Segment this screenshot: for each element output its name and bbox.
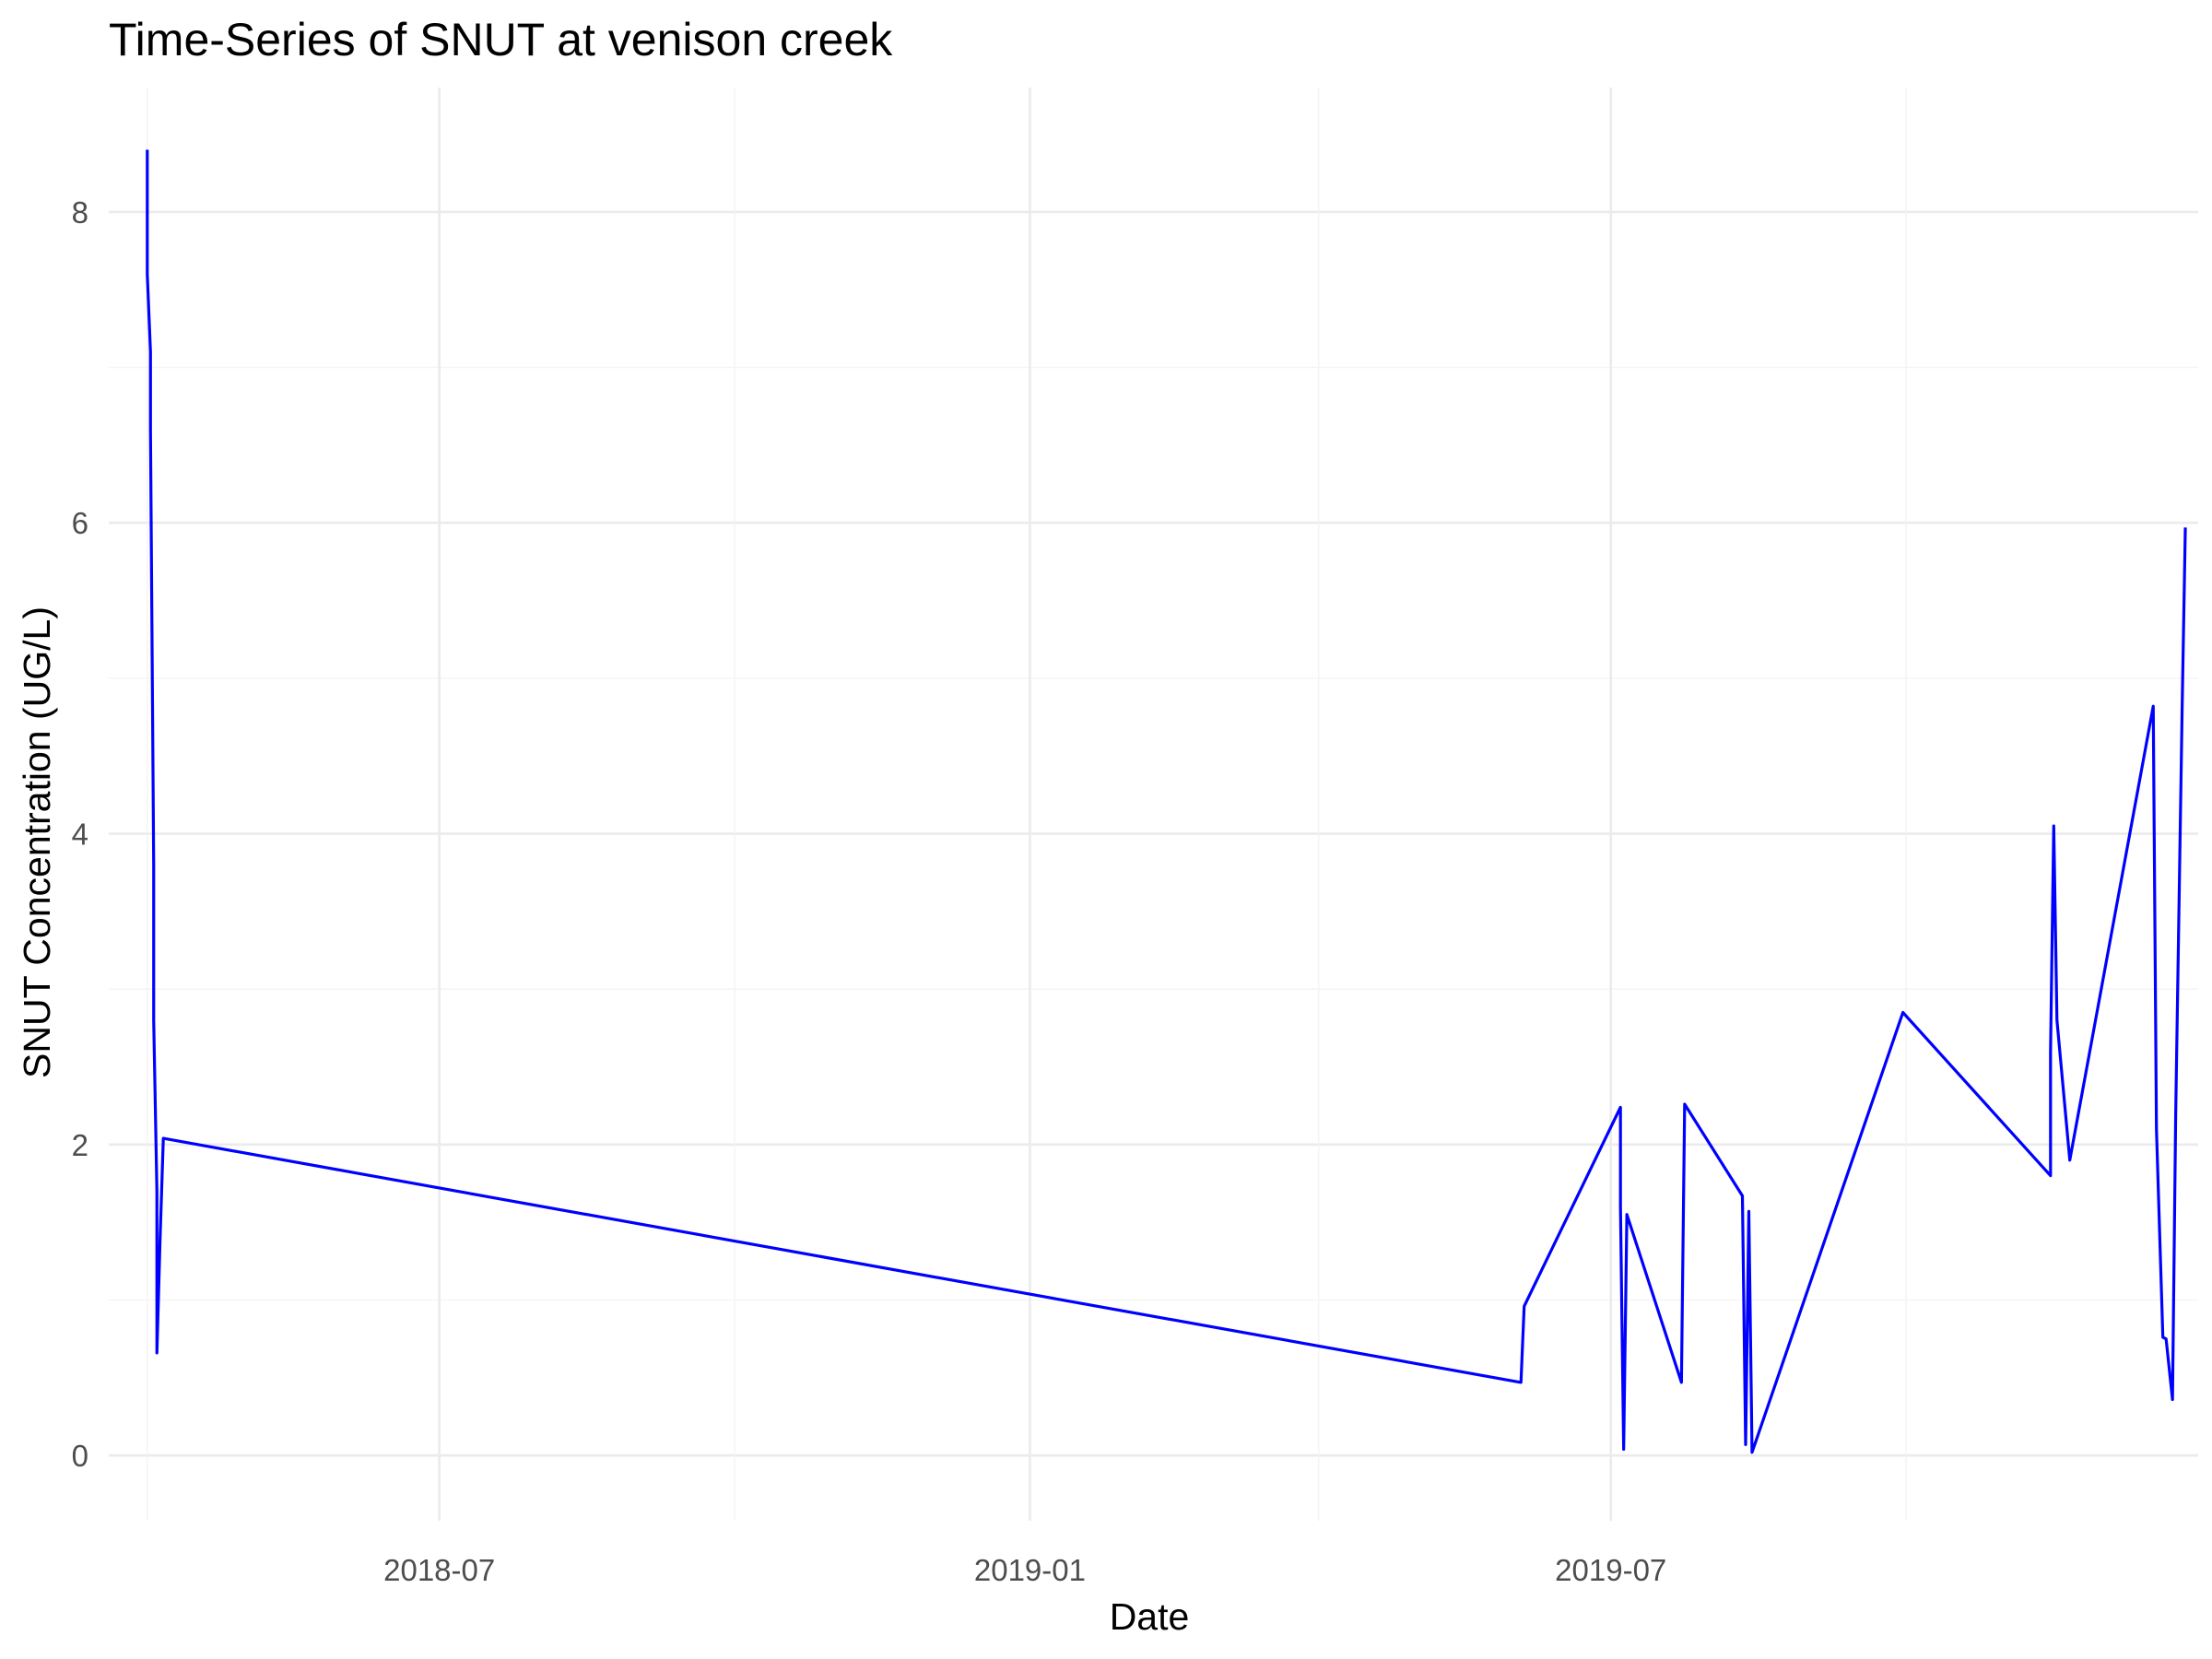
y-tick-label: 4: [72, 818, 88, 852]
chart-title: Time-Series of SNUT at venison creek: [109, 14, 893, 65]
x-tick-label: 2019-07: [1555, 1553, 1666, 1587]
grid-lines: [109, 88, 2198, 1521]
y-tick-label: 2: [72, 1128, 88, 1162]
x-tick-label: 2018-07: [383, 1553, 495, 1587]
y-tick-label: 0: [72, 1439, 88, 1473]
tick-labels: 0 2 4 6 8 2018-07 2019-01 2019-07: [72, 195, 1667, 1587]
x-axis-title: Date: [1110, 1595, 1190, 1638]
y-tick-label: 6: [72, 506, 88, 540]
y-tick-label: 8: [72, 195, 88, 229]
data-layer: [146, 149, 2187, 1454]
series-line: [146, 149, 2187, 1454]
x-tick-label: 2019-01: [974, 1553, 1086, 1587]
y-axis-title: SNUT Concentration (UG/L): [16, 606, 58, 1078]
